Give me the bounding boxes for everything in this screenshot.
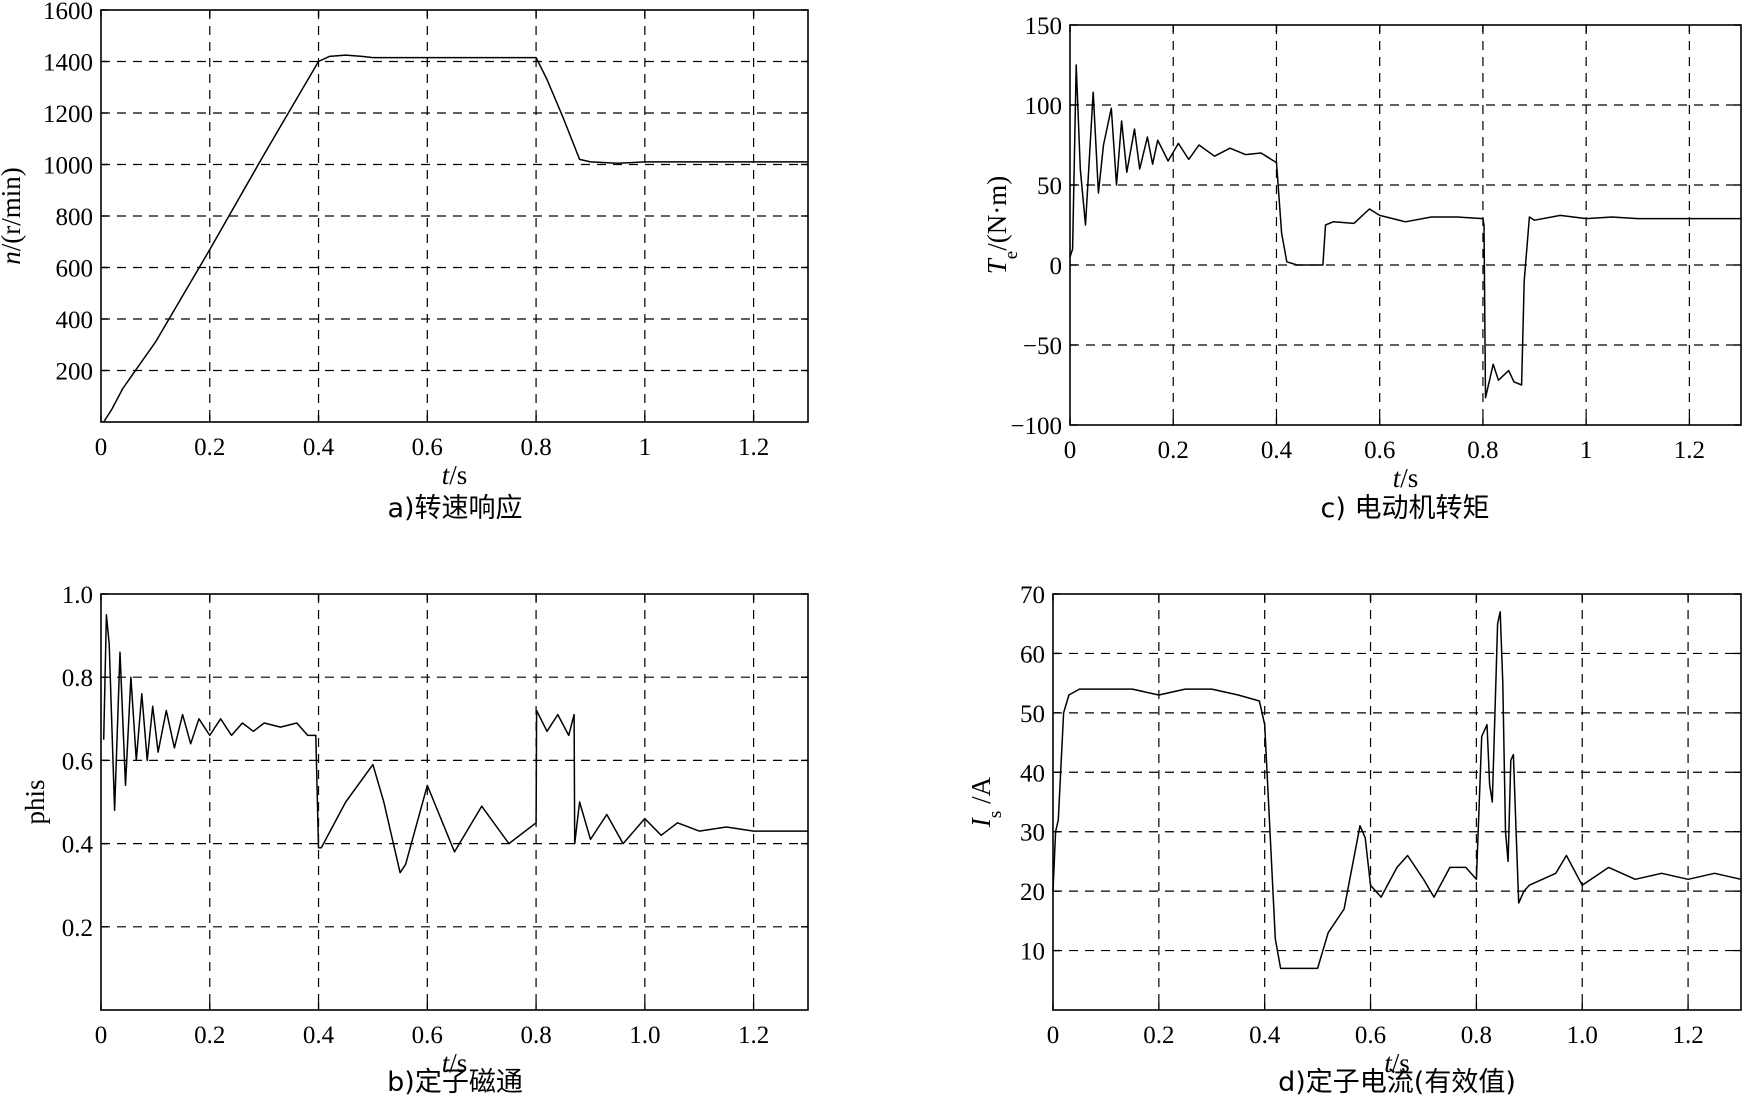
- x-tick-label: 0.4: [303, 434, 335, 461]
- x-tick-label: 1.2: [1674, 437, 1705, 464]
- y-tick-label: −100: [1010, 413, 1062, 440]
- y-tick-label: 800: [56, 204, 94, 231]
- y-tick-label: 400: [56, 307, 94, 334]
- series-line: [1052, 611, 1742, 970]
- x-tick-label: 0: [1047, 1022, 1060, 1049]
- chart-caption: c) 电动机转矩: [1321, 493, 1490, 524]
- y-tick-label: 1000: [43, 153, 93, 180]
- series-line: [1069, 64, 1741, 399]
- x-tick-label: 0.6: [1364, 437, 1395, 464]
- y-tick-label: 30: [1020, 820, 1045, 847]
- x-tick-label: 1.2: [738, 434, 769, 461]
- x-axis-label: t/s: [442, 460, 468, 490]
- x-tick-label: 0.4: [1261, 437, 1293, 464]
- y-tick-label: 70: [1020, 582, 1045, 609]
- y-tick-label: 0.2: [62, 915, 93, 942]
- x-axis-label: t/s: [1384, 1048, 1410, 1078]
- chart-caption: d)定子电流(有效值): [1278, 1067, 1516, 1098]
- y-tick-label: 1600: [43, 0, 93, 25]
- x-tick-label: 0: [95, 434, 108, 461]
- x-tick-label: 1: [1580, 437, 1593, 464]
- x-tick-label: 0.8: [520, 1022, 551, 1049]
- x-tick-label: 1: [639, 434, 652, 461]
- y-tick-label: 150: [1025, 13, 1063, 40]
- plot-frame: [1069, 24, 1742, 426]
- y-tick-label: 50: [1037, 173, 1062, 200]
- y-tick-label: 10: [1020, 939, 1045, 966]
- x-tick-label: 0.2: [194, 434, 225, 461]
- y-tick-label: 600: [56, 256, 94, 283]
- y-tick-label: 200: [56, 359, 94, 386]
- series-line: [103, 54, 808, 423]
- plot-frame: [1052, 593, 1742, 1011]
- x-tick-label: 0.8: [1461, 1022, 1492, 1049]
- y-tick-label: −50: [1023, 333, 1062, 360]
- y-tick-label: 0.4: [62, 832, 94, 859]
- x-tick-label: 0: [95, 1022, 108, 1049]
- x-tick-label: 0: [1064, 437, 1077, 464]
- x-tick-label: 0.2: [1158, 437, 1189, 464]
- y-tick-label: 1400: [43, 50, 93, 77]
- x-axis-label: t/s: [1393, 463, 1419, 493]
- x-tick-label: 1.2: [1672, 1022, 1703, 1049]
- plot-frame: [100, 593, 809, 1011]
- x-tick-label: 0.8: [520, 434, 551, 461]
- series-line: [102, 614, 808, 874]
- y-axis-label: phis: [20, 779, 50, 824]
- y-tick-label: 20: [1020, 879, 1045, 906]
- y-tick-label: 60: [1020, 641, 1045, 668]
- x-tick-label: 0.4: [303, 1022, 335, 1049]
- chart-caption: b)定子磁通: [387, 1067, 523, 1098]
- y-axis-label: Is /A: [966, 776, 1006, 828]
- chart-1: 0 0.2 0.4 0.6 0.8 1 1.2 200 400 600 800 1000 1200 140…: [0, 0, 809, 524]
- y-tick-label: 100: [1025, 93, 1063, 120]
- chart-3: 0 0.2 0.4 0.6 0.8 1 1.2 −100 −50 0 50 100 150 t/s Te/(…: [982, 13, 1742, 524]
- x-tick-label: 0.2: [194, 1022, 225, 1049]
- x-tick-label: 1.2: [738, 1022, 769, 1049]
- x-axis-label: t/s: [442, 1048, 468, 1078]
- x-tick-label: 0.6: [1355, 1022, 1386, 1049]
- y-tick-label: 0: [1050, 253, 1063, 280]
- y-tick-label: 40: [1020, 760, 1045, 787]
- y-tick-label: 50: [1020, 701, 1045, 728]
- x-tick-label: 1.0: [629, 1022, 660, 1049]
- y-tick-label: 0.6: [62, 748, 93, 775]
- x-tick-label: 0.8: [1467, 437, 1498, 464]
- y-tick-label: 0.8: [62, 665, 93, 692]
- y-axis-label: n/(r/min): [0, 167, 26, 264]
- x-tick-label: 0.6: [412, 434, 443, 461]
- x-tick-label: 0.2: [1143, 1022, 1174, 1049]
- x-tick-label: 0.6: [412, 1022, 443, 1049]
- y-axis-label: Te/(N·m): [982, 176, 1022, 274]
- x-tick-label: 1.0: [1567, 1022, 1598, 1049]
- x-tick-label: 0.4: [1249, 1022, 1281, 1049]
- y-tick-label: 1.0: [62, 582, 93, 609]
- chart-2: 0 0.2 0.4 0.6 0.8 1.0 1.2 0.2 0.4 0.6 0.8 1.0 t/s phi…: [20, 582, 809, 1098]
- chart-4: 0 0.2 0.4 0.6 0.8 1.0 1.2 10 20 30 40 50 60 70 t/s Is /…: [966, 582, 1742, 1098]
- chart-caption: a)转速响应: [387, 493, 522, 524]
- y-tick-label: 1200: [43, 101, 93, 128]
